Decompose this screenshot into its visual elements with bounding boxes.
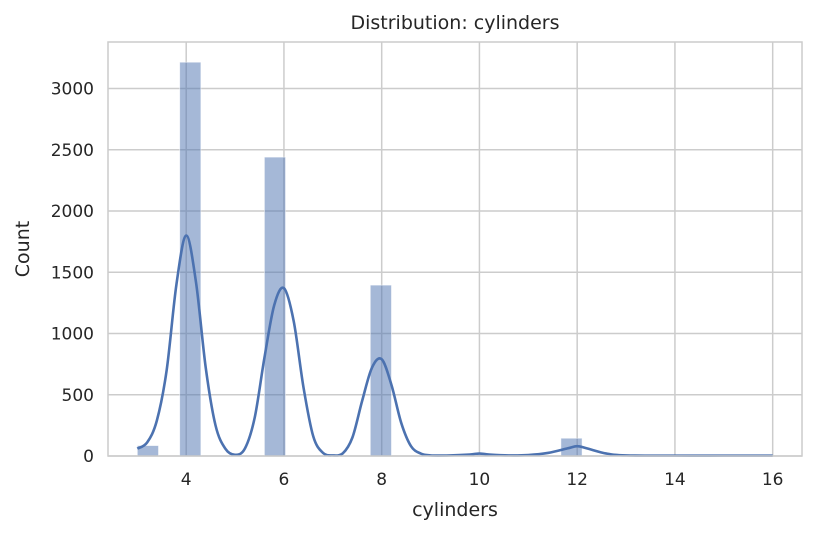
plot-frame	[107, 41, 803, 457]
y-tick-label: 500	[62, 386, 94, 406]
x-axis-label: cylinders	[412, 499, 498, 521]
x-tick-labels: 4 6 8 10 12 14 16	[181, 470, 784, 490]
grid	[108, 42, 802, 457]
kde-curve	[136, 234, 773, 457]
y-tick-label: 2500	[51, 141, 94, 161]
x-tick-label: 10	[469, 470, 491, 490]
y-tick-label: 1000	[51, 325, 94, 345]
y-tick-label: 2000	[51, 202, 94, 222]
chart-title: Distribution: cylinders	[350, 12, 559, 34]
y-tick-label: 1500	[51, 263, 94, 283]
y-tick-label: 3000	[51, 80, 94, 100]
x-tick-label: 4	[181, 470, 192, 490]
y-axis-label: Count	[12, 221, 34, 277]
x-tick-label: 14	[664, 470, 686, 490]
x-tick-label: 12	[566, 470, 588, 490]
kde-curve-group	[136, 234, 773, 457]
plot-background	[108, 42, 802, 456]
x-tick-label: 8	[376, 470, 387, 490]
x-tick-label: 16	[762, 470, 784, 490]
x-tick-label: 6	[279, 470, 290, 490]
histogram-bar	[179, 61, 202, 457]
y-tick-label: 0	[83, 447, 94, 467]
y-tick-labels: 0 500 1000 1500 2000 2500 3000	[51, 80, 94, 467]
